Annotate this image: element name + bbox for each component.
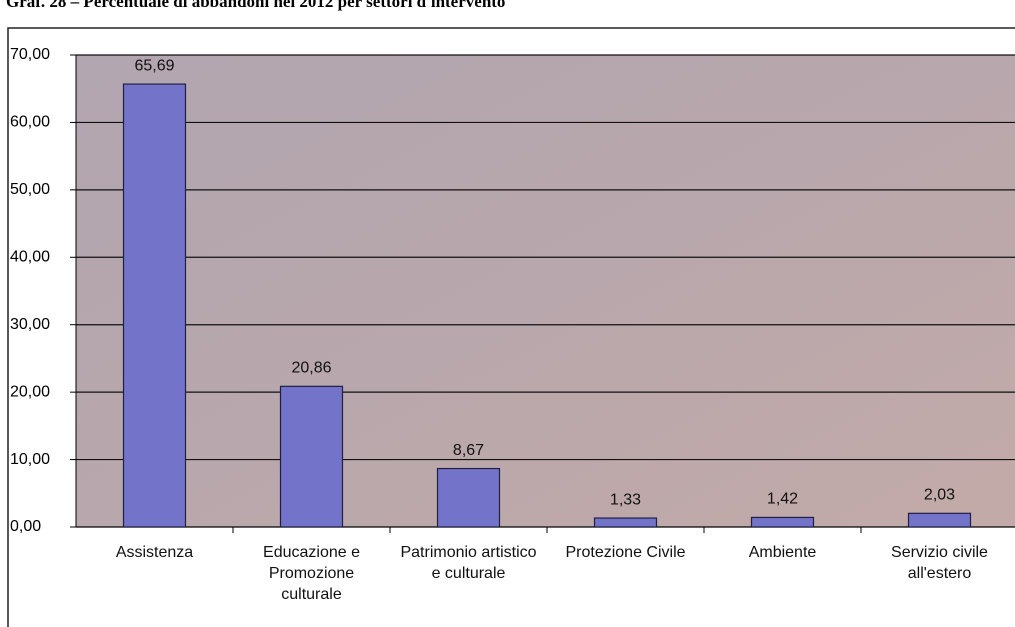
y-tick-label: 10,00 [10, 451, 50, 468]
x-tick-label: Protezione Civile [565, 544, 686, 561]
bar [593, 517, 658, 528]
bar [122, 83, 187, 528]
x-tick-label: Servizio civile all'estero [891, 544, 988, 582]
value-label: 20,86 [291, 360, 331, 377]
y-tick-label: 30,00 [10, 316, 50, 333]
y-tick-label: 60,00 [10, 114, 50, 131]
value-label: 1,42 [767, 491, 798, 508]
y-tick-label: 20,00 [10, 383, 50, 400]
chart-title: Graf. 28 – Percentuale di abbandoni nel … [6, 0, 506, 11]
value-label: 2,03 [924, 487, 955, 504]
y-tick-label: 0,00 [10, 518, 41, 535]
x-tick-label: Ambiente [748, 544, 817, 561]
value-label: 65,69 [134, 57, 174, 74]
y-tick-label: 70,00 [10, 46, 50, 63]
bar [907, 512, 972, 528]
bar [436, 467, 501, 528]
plot-area [76, 55, 1015, 527]
x-tick-label: Assistenza [115, 544, 194, 561]
chart-frame [7, 27, 1015, 627]
bar [279, 385, 344, 528]
y-tick-label: 40,00 [10, 249, 50, 266]
x-tick-label: Educazione e Promozione culturale [263, 544, 360, 603]
value-label: 8,67 [453, 442, 484, 459]
bar [750, 516, 815, 528]
y-tick-label: 50,00 [10, 181, 50, 198]
value-label: 1,33 [610, 491, 641, 508]
x-tick-label: Patrimonio artistico e culturale [400, 544, 537, 582]
